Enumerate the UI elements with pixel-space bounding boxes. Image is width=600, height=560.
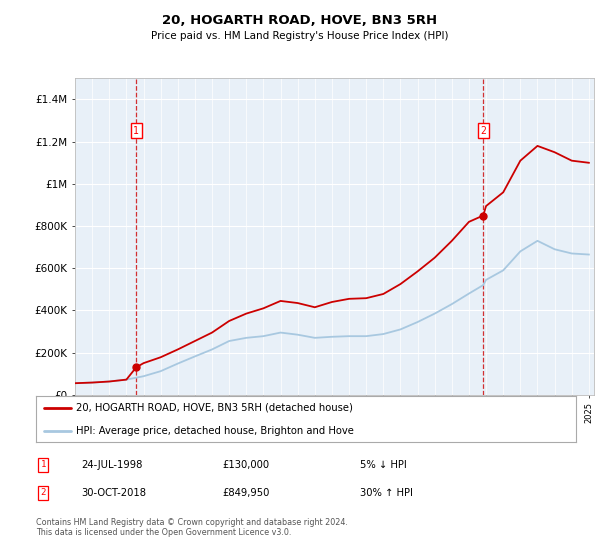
Text: 20, HOGARTH ROAD, HOVE, BN3 5RH: 20, HOGARTH ROAD, HOVE, BN3 5RH <box>163 14 437 27</box>
Text: 1: 1 <box>41 460 46 469</box>
Text: £130,000: £130,000 <box>222 460 269 470</box>
Text: 5% ↓ HPI: 5% ↓ HPI <box>360 460 407 470</box>
Text: Contains HM Land Registry data © Crown copyright and database right 2024.
This d: Contains HM Land Registry data © Crown c… <box>36 518 348 538</box>
Text: 20, HOGARTH ROAD, HOVE, BN3 5RH (detached house): 20, HOGARTH ROAD, HOVE, BN3 5RH (detache… <box>77 403 353 413</box>
Text: Price paid vs. HM Land Registry's House Price Index (HPI): Price paid vs. HM Land Registry's House … <box>151 31 449 41</box>
Text: HPI: Average price, detached house, Brighton and Hove: HPI: Average price, detached house, Brig… <box>77 426 355 436</box>
Text: 2: 2 <box>41 488 46 497</box>
Text: £849,950: £849,950 <box>222 488 269 498</box>
Text: 24-JUL-1998: 24-JUL-1998 <box>81 460 142 470</box>
Text: 30% ↑ HPI: 30% ↑ HPI <box>360 488 413 498</box>
Text: 1: 1 <box>133 125 139 136</box>
Text: 30-OCT-2018: 30-OCT-2018 <box>81 488 146 498</box>
Text: 2: 2 <box>480 125 486 136</box>
